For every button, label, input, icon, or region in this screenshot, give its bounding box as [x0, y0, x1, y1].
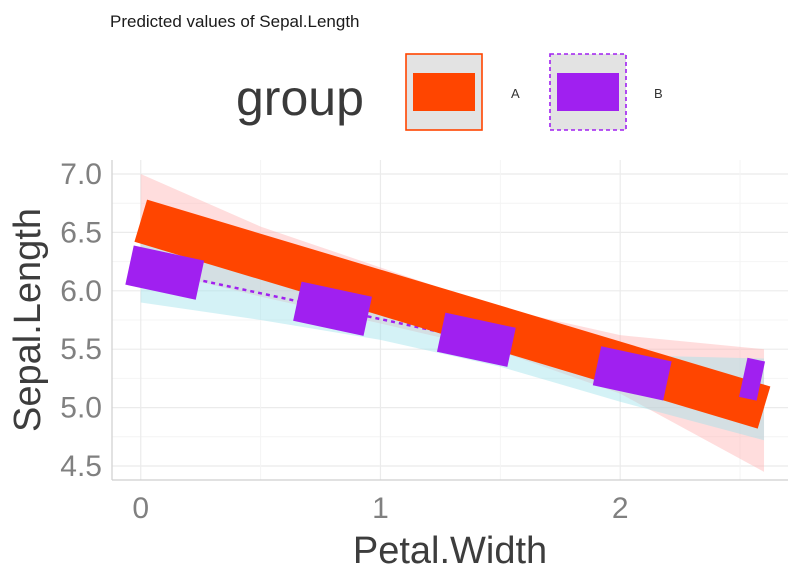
- y-axis-title-group: Sepal.Length: [7, 208, 49, 432]
- series-b-dash: [592, 346, 672, 401]
- y-tick-label: 6.0: [60, 275, 102, 308]
- x-axis-title: Petal.Width: [353, 530, 547, 572]
- x-tick-label: 0: [132, 492, 149, 525]
- chart-title: Predicted values of Sepal.Length: [110, 12, 360, 31]
- series-b-dash: [436, 312, 516, 367]
- legend-label-a: A: [511, 86, 520, 101]
- legend-title: group: [236, 70, 364, 126]
- legend-label-b: B: [654, 86, 663, 101]
- series-b-dash: [739, 357, 766, 401]
- axes: 4.5 5.0 5.5 6.0 6.5 7.0 0 1 2: [60, 158, 788, 525]
- y-tick-label: 4.5: [60, 450, 102, 483]
- y-tick-label: 7.0: [60, 158, 102, 191]
- chart-title-group: Predicted values of Sepal.Length: [110, 12, 360, 31]
- series-b-dash: [293, 281, 372, 336]
- y-tick-label: 6.5: [60, 216, 102, 249]
- legend-key-swatch-b: [557, 73, 619, 111]
- legend: group A B: [236, 53, 663, 131]
- x-tick-label: 2: [612, 492, 629, 525]
- x-tick-label: 1: [372, 492, 389, 525]
- series-b-dash: [125, 245, 205, 300]
- y-tick-label: 5.0: [60, 392, 102, 425]
- y-tick-label: 5.5: [60, 333, 102, 366]
- y-axis-title: Sepal.Length: [7, 208, 49, 432]
- x-axis-title-group: Petal.Width: [353, 530, 547, 572]
- legend-key-swatch-a: [413, 73, 475, 111]
- plot-panel: [112, 160, 788, 480]
